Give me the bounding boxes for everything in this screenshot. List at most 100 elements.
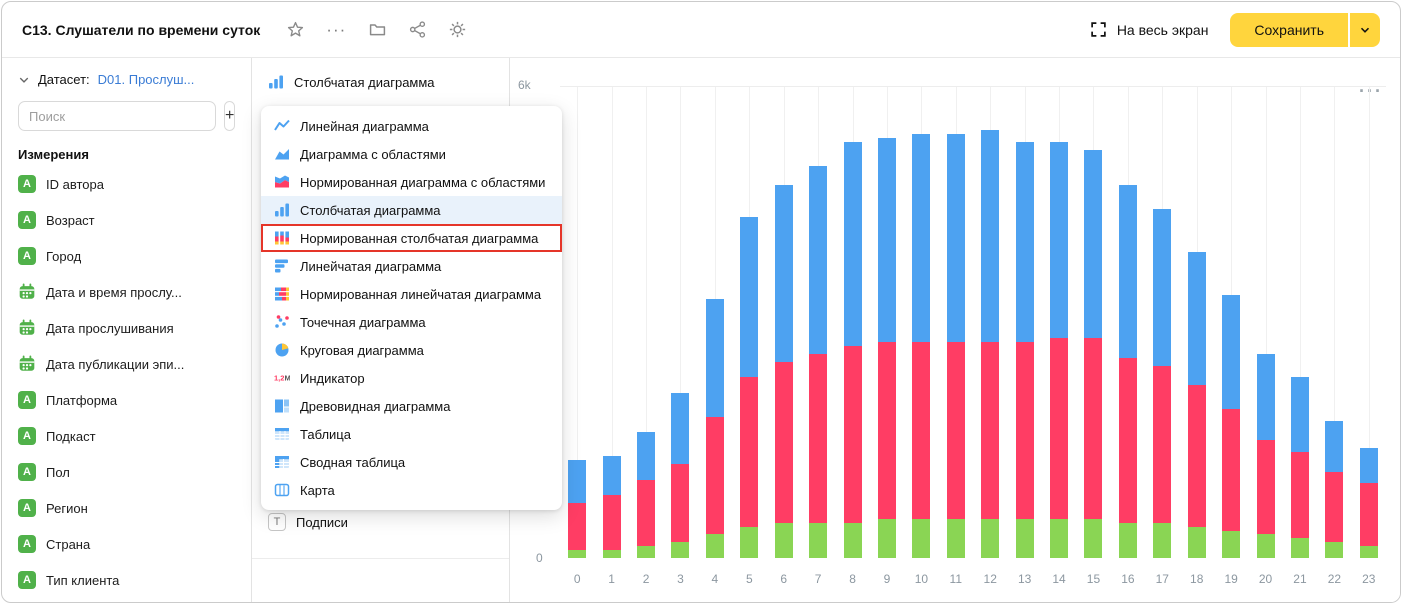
chart-type-option[interactable]: Круговая диаграмма <box>261 336 562 364</box>
search-input[interactable] <box>18 101 216 131</box>
bar-column[interactable] <box>1076 87 1110 558</box>
bar-column[interactable] <box>1352 87 1386 558</box>
bar-segment-green[interactable] <box>1359 546 1378 558</box>
bar-segment-blue[interactable] <box>981 130 1000 343</box>
bar-segment-green[interactable] <box>877 518 896 558</box>
add-field-button[interactable]: + <box>224 101 236 131</box>
bar-segment-blue[interactable] <box>774 185 793 362</box>
bar-segment-green[interactable] <box>1256 534 1275 558</box>
bar-column[interactable] <box>1111 87 1145 558</box>
bar-segment-pink[interactable] <box>877 342 896 519</box>
bar-segment-blue[interactable] <box>1290 377 1309 453</box>
bar-segment-blue[interactable] <box>1084 149 1103 339</box>
bar-column[interactable] <box>732 87 766 558</box>
bar-segment-blue[interactable] <box>1325 420 1344 472</box>
bar-segment-pink[interactable] <box>1050 338 1069 519</box>
bar-segment-green[interactable] <box>843 522 862 558</box>
bar-segment-green[interactable] <box>912 518 931 558</box>
bar-segment-blue[interactable] <box>1118 185 1137 358</box>
bar-segment-blue[interactable] <box>705 298 724 417</box>
bar-column[interactable] <box>560 87 594 558</box>
bar-column[interactable] <box>1042 87 1076 558</box>
bar-segment-blue[interactable] <box>568 459 587 504</box>
field-item[interactable]: A Пол <box>2 454 251 490</box>
bar-segment-blue[interactable] <box>1359 448 1378 484</box>
settings-gear-icon[interactable] <box>448 21 466 39</box>
bar-segment-green[interactable] <box>705 534 724 558</box>
bar-segment-pink[interactable] <box>774 361 793 523</box>
bar-segment-blue[interactable] <box>1153 208 1172 366</box>
bar-segment-blue[interactable] <box>1256 353 1275 441</box>
chart-type-selector[interactable]: Столбчатая диаграмма <box>252 58 509 106</box>
bar-segment-pink[interactable] <box>981 342 1000 519</box>
save-options-button[interactable] <box>1350 12 1380 47</box>
bar-column[interactable] <box>835 87 869 558</box>
chart-type-option[interactable]: Линейчатая диаграмма <box>261 252 562 280</box>
bar-segment-pink[interactable] <box>568 503 587 551</box>
field-item[interactable]: A Тип клиента <box>2 562 251 598</box>
bar-segment-green[interactable] <box>946 518 965 558</box>
bar-segment-pink[interactable] <box>809 353 828 523</box>
field-item[interactable]: A Город <box>2 238 251 274</box>
bar-segment-pink[interactable] <box>1222 408 1241 531</box>
bar-segment-green[interactable] <box>637 546 656 558</box>
bar-segment-pink[interactable] <box>843 346 862 523</box>
bar-segment-pink[interactable] <box>946 342 965 519</box>
bar-segment-green[interactable] <box>740 526 759 558</box>
chart-type-option[interactable]: Таблица <box>261 420 562 448</box>
bar-segment-blue[interactable] <box>1222 295 1241 409</box>
field-item[interactable]: A Подкаст <box>2 418 251 454</box>
bar-segment-green[interactable] <box>1290 538 1309 558</box>
bar-segment-green[interactable] <box>671 542 690 558</box>
favorite-star-icon[interactable] <box>286 21 304 39</box>
bar-segment-green[interactable] <box>981 518 1000 558</box>
bar-segment-pink[interactable] <box>1153 365 1172 523</box>
field-item[interactable]: A ID автора <box>2 166 251 202</box>
bar-segment-blue[interactable] <box>877 138 896 343</box>
folder-icon[interactable] <box>368 21 386 39</box>
bar-segment-green[interactable] <box>1050 518 1069 558</box>
bar-segment-pink[interactable] <box>1084 338 1103 519</box>
bar-column[interactable] <box>801 87 835 558</box>
field-item[interactable]: Дата и время прослу... <box>2 274 251 310</box>
field-item[interactable]: Дата прослушивания <box>2 310 251 346</box>
chart-type-option[interactable]: Линейная диаграмма <box>261 112 562 140</box>
save-button[interactable]: Сохранить <box>1230 12 1348 47</box>
more-menu-icon[interactable]: ··· <box>326 20 347 39</box>
bar-segment-blue[interactable] <box>843 141 862 347</box>
bar-segment-pink[interactable] <box>1015 342 1034 519</box>
bar-column[interactable] <box>973 87 1007 558</box>
bar-segment-pink[interactable] <box>1118 357 1137 523</box>
bar-column[interactable] <box>1283 87 1317 558</box>
bar-segment-green[interactable] <box>602 550 621 558</box>
bar-segment-green[interactable] <box>568 550 587 558</box>
bar-segment-blue[interactable] <box>740 216 759 378</box>
field-item[interactable]: A Страна <box>2 526 251 562</box>
bar-segment-pink[interactable] <box>602 495 621 551</box>
field-item[interactable]: A Возраст <box>2 202 251 238</box>
bar-column[interactable] <box>904 87 938 558</box>
bar-column[interactable] <box>870 87 904 558</box>
labels-section[interactable]: T Подписи <box>252 508 509 536</box>
bar-segment-blue[interactable] <box>912 134 931 343</box>
bar-segment-pink[interactable] <box>1325 471 1344 543</box>
chart-type-option[interactable]: Нормированная диаграмма с областями <box>261 168 562 196</box>
bar-column[interactable] <box>767 87 801 558</box>
chart-type-option[interactable]: Карта <box>261 476 562 504</box>
bar-segment-pink[interactable] <box>740 377 759 527</box>
chart-type-option[interactable]: Нормированная столбчатая диаграмма <box>261 224 562 252</box>
bar-column[interactable] <box>1145 87 1179 558</box>
bar-segment-blue[interactable] <box>637 432 656 480</box>
bar-segment-green[interactable] <box>1187 526 1206 558</box>
bar-column[interactable] <box>594 87 628 558</box>
bar-segment-green[interactable] <box>1153 522 1172 558</box>
bar-column[interactable] <box>1317 87 1351 558</box>
field-item[interactable]: A Платформа <box>2 382 251 418</box>
bar-segment-green[interactable] <box>1084 518 1103 558</box>
dataset-link[interactable]: D01. Прослуш... <box>97 72 195 87</box>
bar-column[interactable] <box>939 87 973 558</box>
bar-segment-green[interactable] <box>1325 542 1344 558</box>
bar-segment-blue[interactable] <box>1187 251 1206 386</box>
bar-segment-green[interactable] <box>809 522 828 558</box>
bar-segment-pink[interactable] <box>705 416 724 535</box>
